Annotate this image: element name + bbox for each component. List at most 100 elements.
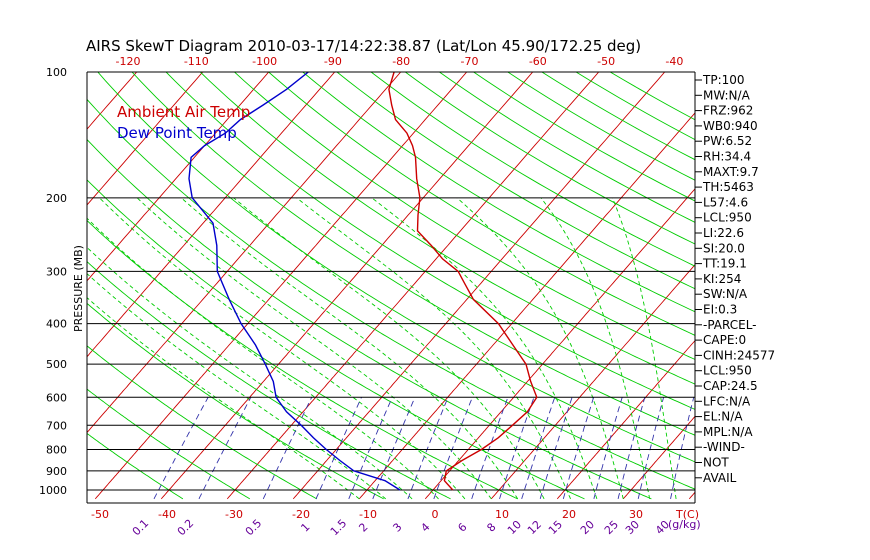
mixing-ratio-line (637, 397, 665, 499)
mixing-ratio-tick-label: 4 (418, 520, 432, 534)
mixing-ratio-line (407, 397, 449, 500)
dry-adiabat-line (131, 72, 695, 436)
side-panel-item: CINH:24577 (703, 348, 775, 362)
isotherm-line (292, 72, 666, 500)
dry-adiabat-line (438, 72, 695, 223)
side-panel-item: NOT (703, 456, 729, 470)
mixing-ratio-line (499, 397, 535, 500)
dry-adiabat-line (199, 72, 695, 385)
moist-adiabat-line (456, 197, 624, 500)
dry-adiabat-line (370, 72, 695, 267)
pressure-tick-label: 400 (46, 318, 67, 331)
bottom-tick-label: 20 (562, 508, 576, 521)
side-panel-item: TH:5463 (702, 180, 754, 194)
mixing-ratio-line (593, 397, 623, 499)
pressure-tick-label: 1000 (39, 484, 67, 497)
side-panel-item: LCL:950 (703, 364, 752, 378)
mixing-ratio-tick-label: 0.2 (175, 517, 197, 539)
top-tick-label: -100 (252, 55, 277, 68)
dry-adiabat-line (87, 179, 585, 500)
dry-adiabat-line (165, 72, 695, 410)
bottom-tick-label: 0 (432, 508, 439, 521)
isotherm-line (490, 264, 695, 500)
legend-entry: Dew Point Temp (117, 124, 237, 142)
isotherm-line (424, 188, 695, 500)
legend: Ambient Air Temp Dew Point Temp (117, 103, 250, 142)
mixing-ratio-line (315, 397, 362, 500)
dry-adiabat-line (302, 72, 695, 313)
isotherm-line (755, 63, 870, 499)
moist-adiabat-line (87, 246, 413, 500)
side-panel-item: SI:20.0 (703, 241, 745, 255)
mixing-ratio-line (372, 397, 416, 500)
isotherm-line (160, 72, 534, 500)
top-tick-label: -120 (116, 55, 141, 68)
side-panel-item: EI:0.3 (703, 303, 737, 317)
bottom-tick-label: -40 (158, 508, 176, 521)
side-panel-item: CAPE:0 (703, 333, 746, 347)
dry-adiabat-line (87, 388, 251, 500)
mixing-ratio-tick-label: 12 (525, 518, 544, 537)
mixing-ratio-line (153, 397, 209, 500)
isotherm-line (87, 72, 270, 282)
top-tick-label: -60 (529, 55, 547, 68)
mixing-ratio-tick-label: 3 (390, 520, 404, 534)
dry-adiabat-line (87, 138, 652, 500)
side-panel-item: TT:19.1 (702, 257, 747, 271)
side-panel-item: AVAIL (703, 471, 737, 485)
side-panel-item: PW:6.52 (703, 134, 752, 148)
side-panel-item: -WIND- (703, 440, 745, 454)
side-panel-item: LFC:N/A (703, 394, 751, 408)
moist-adiabat-line (611, 197, 677, 499)
moist-adiabat-line (296, 197, 571, 500)
side-panel-item: L57:4.6 (703, 195, 748, 209)
pressure-tick-label: 300 (46, 265, 67, 278)
mixing-ratio-line (471, 397, 509, 500)
mixing-ratio-line (562, 397, 595, 500)
pressure-tick-label: 200 (46, 192, 67, 205)
isotherm-line (87, 72, 402, 434)
moist-adiabat-line (87, 273, 386, 500)
side-panel-item: TP:100 (702, 73, 745, 87)
pressure-tick-label: 600 (46, 391, 67, 404)
bottom-tick-label: -50 (91, 508, 109, 521)
mixing-ratio-tick-label: 1 (298, 520, 312, 534)
top-tick-label: -40 (665, 55, 683, 68)
top-tick-label: -80 (392, 55, 410, 68)
bottom-tick-label: -30 (225, 508, 243, 521)
bottom-unit-label: T(C) (675, 508, 699, 521)
pressure-tick-label: 700 (46, 419, 67, 432)
mixing-ratio-tick-label: 1.5 (328, 517, 350, 539)
dry-adiabat-line (472, 72, 695, 202)
side-panel-item: FRZ:962 (703, 104, 753, 118)
moist-adiabat-line (87, 217, 439, 500)
isotherm-line (622, 415, 695, 500)
dry-adiabat-line (336, 72, 695, 290)
moist-adiabat-line (371, 197, 598, 500)
mixing-ratio-tick-label: 25 (602, 518, 621, 537)
dry-adiabat-line (87, 432, 184, 500)
pressure-tick-label: 500 (46, 358, 67, 371)
isotherm-line (94, 72, 468, 500)
mixing-ratio-line (521, 397, 556, 500)
side-panel-item: LI:22.6 (703, 226, 744, 240)
dry-adiabat-line (541, 72, 695, 161)
dry-adiabat-line (267, 72, 695, 336)
mixing-ratio-line (348, 397, 393, 500)
side-panel-item: WB0:940 (703, 119, 758, 133)
top-tick-label: -90 (324, 55, 342, 68)
side-panel-item: EL:N/A (703, 410, 743, 424)
dry-adiabat-line (87, 345, 318, 500)
mixing-ratio-line (198, 397, 252, 500)
mixing-ratio-unit-label: (g/kg) (668, 518, 701, 531)
side-panel-item: -PARCEL- (703, 318, 757, 332)
pressure-tick-label: 100 (46, 66, 67, 79)
dewpoint-profile (188, 72, 401, 491)
isotherm-line (226, 72, 600, 500)
mixing-ratio-line (670, 397, 695, 499)
dry-adiabat-line (87, 261, 451, 500)
mixing-ratio-tick-label: 2 (356, 520, 370, 534)
mixing-ratio-line (617, 397, 646, 499)
